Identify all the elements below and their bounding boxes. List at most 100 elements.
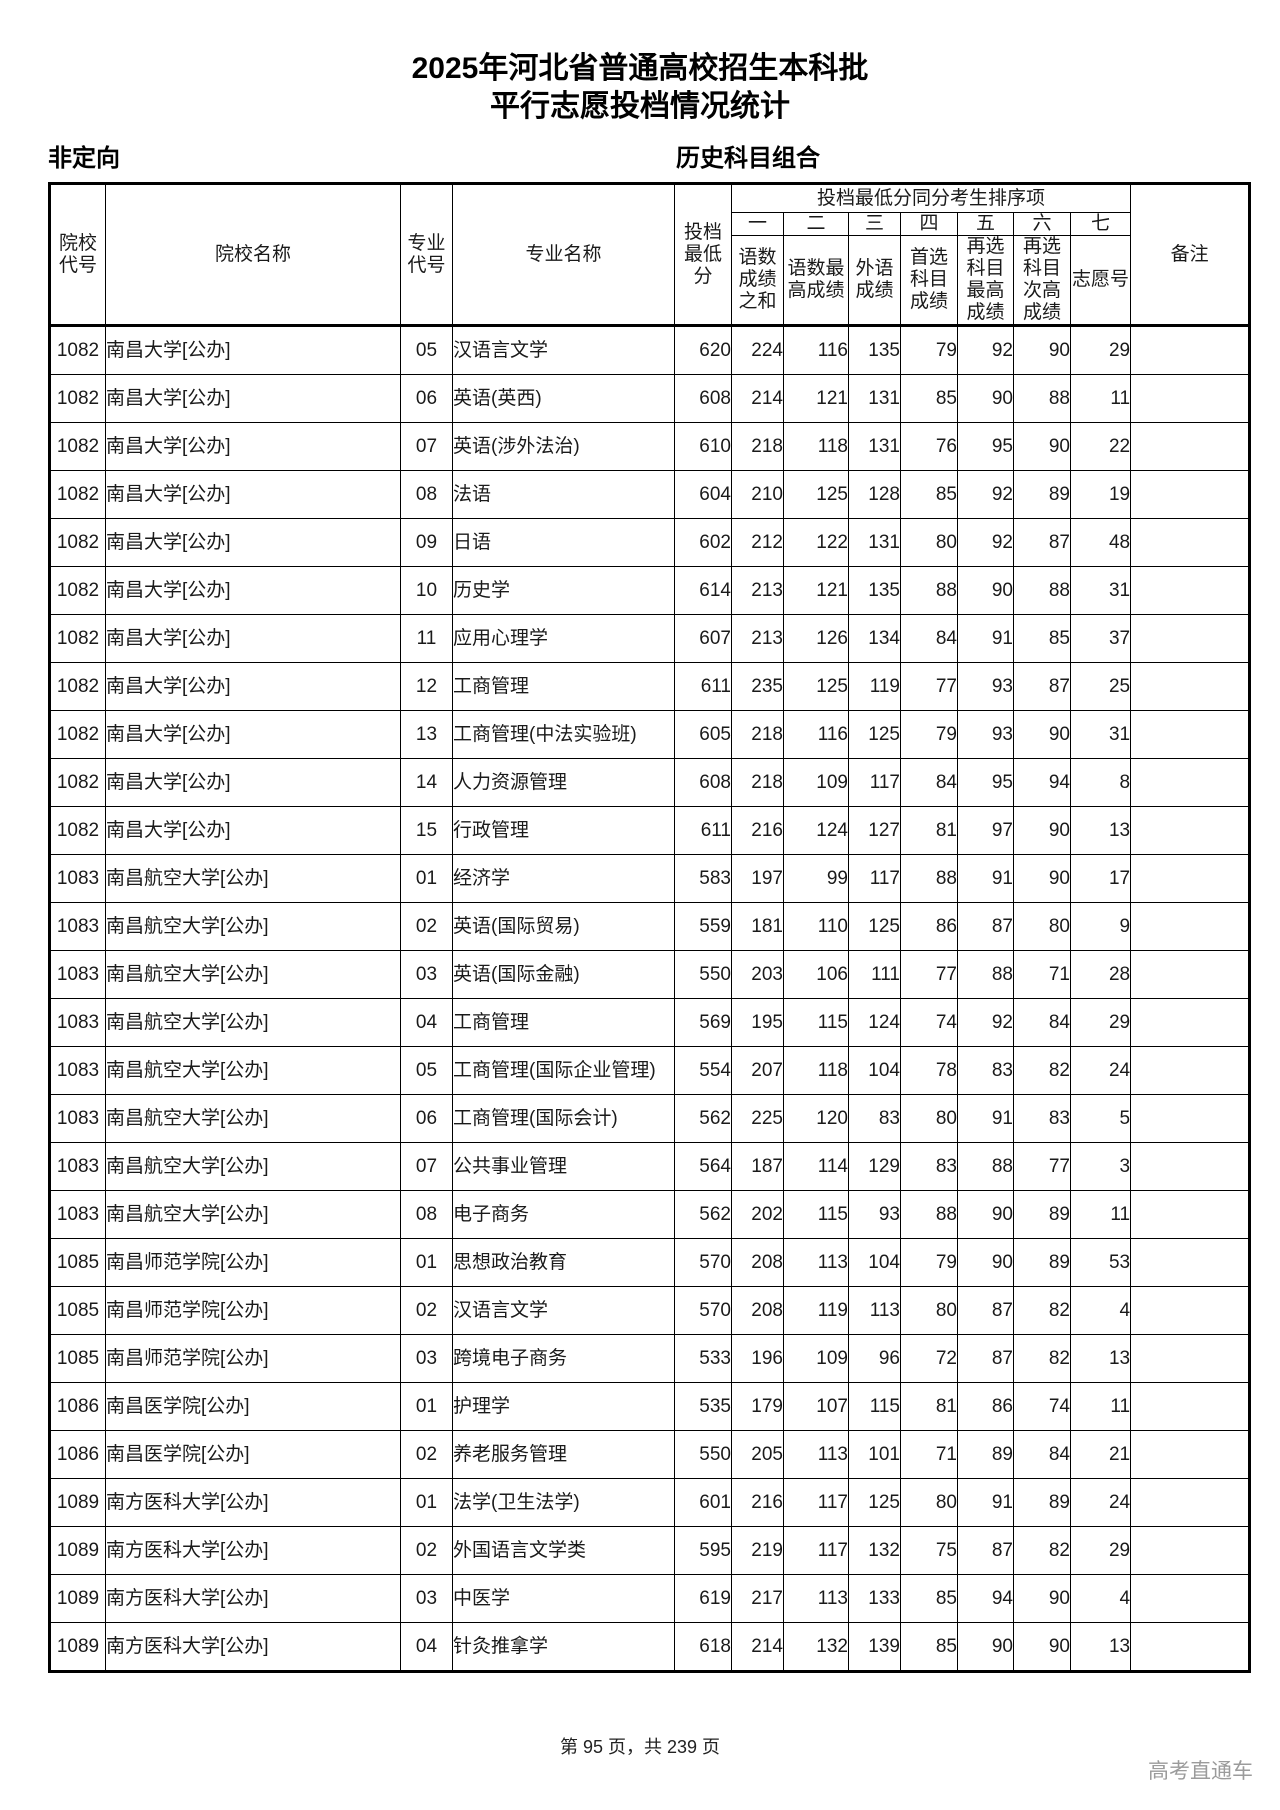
tiebreak-4-cell: 77	[900, 950, 958, 999]
tiebreak-3-cell: 93	[848, 1190, 901, 1239]
tiebreak-5-cell: 87	[957, 1526, 1014, 1575]
tiebreak-7-cell: 37	[1069, 614, 1132, 663]
tiebreak-3-cell: 119	[848, 662, 901, 711]
college-name-cell: 南昌航空大学[公办]	[105, 1046, 401, 1095]
header-tiebreak-num-2: 二	[783, 212, 849, 236]
header-major-name: 专业名称	[452, 183, 675, 326]
college-name-cell: 南昌大学[公办]	[105, 710, 401, 759]
college-code-cell: 1085	[49, 1334, 106, 1383]
tiebreak-5-cell: 91	[957, 614, 1014, 663]
major-name-cell: 思想政治教育	[452, 1238, 675, 1287]
remark-cell	[1130, 1430, 1251, 1479]
tiebreak-7-cell: 24	[1069, 1046, 1132, 1095]
remark-cell	[1130, 518, 1251, 567]
tiebreak-2-cell: 118	[783, 1046, 849, 1095]
college-code-cell: 1086	[49, 1430, 106, 1479]
tiebreak-1-cell: 218	[731, 422, 784, 471]
major-name-cell: 工商管理(国际企业管理)	[452, 1046, 675, 1095]
remark-cell	[1130, 1238, 1251, 1287]
tiebreak-3-cell: 117	[848, 854, 901, 903]
major-code-cell: 02	[400, 902, 453, 951]
tiebreak-7-cell: 28	[1069, 950, 1132, 999]
page-number: 第 95 页，共 239 页	[559, 1737, 721, 1757]
college-code-cell: 1083	[49, 1046, 106, 1095]
header-tiebreak-group: 投档最低分同分考生排序项	[730, 183, 1132, 213]
tiebreak-6-cell: 77	[1013, 1142, 1071, 1191]
tiebreak-3-cell: 125	[848, 1478, 901, 1527]
college-code-cell: 1083	[49, 854, 106, 903]
remark-cell	[1130, 854, 1251, 903]
major-code-cell: 07	[400, 422, 453, 471]
tiebreak-2-cell: 117	[783, 1526, 849, 1575]
table-row: 1083 南昌航空大学[公办] 06 工商管理(国际会计) 562 225 120 83 80 9…	[49, 1094, 1251, 1143]
college-name-cell: 南昌大学[公办]	[105, 614, 401, 663]
min-score-cell: 608	[674, 374, 732, 423]
tiebreak-3-cell: 111	[848, 950, 901, 999]
table-row: 1085 南昌师范学院[公办] 02 汉语言文学 570 208 119 113 80 87 82 4	[49, 1286, 1251, 1335]
college-code-cell: 1089	[49, 1574, 106, 1623]
tiebreak-2-cell: 113	[783, 1238, 849, 1287]
table-row: 1082 南昌大学[公办] 06 英语(英西) 608 214 121 131 85 90 88 11	[49, 374, 1251, 423]
remark-cell	[1130, 998, 1251, 1047]
major-code-cell: 02	[400, 1526, 453, 1575]
tiebreak-4-cell: 72	[900, 1334, 958, 1383]
college-code-cell: 1086	[49, 1382, 106, 1431]
tiebreak-7-cell: 9	[1069, 902, 1132, 951]
tiebreak-4-cell: 80	[900, 1286, 958, 1335]
remark-cell	[1130, 1286, 1251, 1335]
tiebreak-6-cell: 88	[1013, 566, 1071, 615]
college-name-cell: 南昌医学院[公办]	[105, 1382, 401, 1431]
tiebreak-4-cell: 81	[900, 1382, 958, 1431]
tiebreak-4-cell: 84	[900, 614, 958, 663]
college-code-cell: 1082	[49, 566, 106, 615]
major-name-cell: 工商管理(国际会计)	[452, 1094, 675, 1143]
major-name-cell: 针灸推拿学	[452, 1622, 675, 1672]
tiebreak-1-cell: 179	[731, 1382, 784, 1431]
college-code-cell: 1089	[49, 1478, 106, 1527]
college-name-cell: 南昌航空大学[公办]	[105, 1190, 401, 1239]
tiebreak-5-cell: 91	[957, 854, 1014, 903]
tiebreak-6-cell: 89	[1013, 1478, 1071, 1527]
remark-cell	[1130, 374, 1251, 423]
table-row: 1082 南昌大学[公办] 07 英语(涉外法治) 610 218 118 131 76 95 90…	[49, 422, 1251, 471]
min-score-cell: 614	[674, 566, 732, 615]
min-score-cell: 535	[674, 1382, 732, 1431]
table-header: 院校代号 院校名称 专业代号 专业名称 投档最低分 投档最低分同分考生排序项 备…	[49, 183, 1251, 326]
remark-cell	[1130, 1142, 1251, 1191]
table-row: 1089 南方医科大学[公办] 02 外国语言文学类 595 219 117 132 75 87 8…	[49, 1526, 1251, 1575]
tiebreak-7-cell: 13	[1069, 1334, 1132, 1383]
major-code-cell: 12	[400, 662, 453, 711]
tiebreak-7-cell: 4	[1069, 1286, 1132, 1335]
tiebreak-6-cell: 84	[1013, 1430, 1071, 1479]
college-name-cell: 南昌大学[公办]	[105, 566, 401, 615]
tiebreak-6-cell: 90	[1013, 806, 1071, 855]
college-name-cell: 南昌大学[公办]	[105, 324, 401, 375]
remark-cell	[1130, 806, 1251, 855]
tiebreak-2-cell: 124	[783, 806, 849, 855]
header-tiebreak-label-7: 志愿号	[1069, 235, 1132, 326]
tiebreak-2-cell: 122	[783, 518, 849, 567]
tiebreak-6-cell: 84	[1013, 998, 1071, 1047]
table-row: 1083 南昌航空大学[公办] 01 经济学 583 197 99 117 88 91 90 17	[49, 854, 1251, 903]
table-row: 1083 南昌航空大学[公办] 03 英语(国际金融) 550 203 106 111 77 88…	[49, 950, 1251, 999]
header-tiebreak-label-2: 语数最高成绩	[783, 235, 849, 326]
watermark: 高考直通车	[1148, 1760, 1253, 1783]
remark-cell	[1130, 324, 1251, 375]
table-row: 1089 南方医科大学[公办] 04 针灸推拿学 618 214 132 139 85 90 90 1…	[49, 1622, 1251, 1672]
tiebreak-1-cell: 216	[731, 1478, 784, 1527]
min-score-cell: 570	[674, 1238, 732, 1287]
tiebreak-7-cell: 21	[1069, 1430, 1132, 1479]
major-code-cell: 06	[400, 374, 453, 423]
major-code-cell: 04	[400, 1622, 453, 1672]
tiebreak-5-cell: 90	[957, 1238, 1014, 1287]
table-row: 1082 南昌大学[公办] 12 工商管理 611 235 125 119 77 93 87 25	[49, 662, 1251, 711]
major-name-cell: 法语	[452, 470, 675, 519]
tiebreak-4-cell: 71	[900, 1430, 958, 1479]
college-code-cell: 1082	[49, 662, 106, 711]
tiebreak-2-cell: 126	[783, 614, 849, 663]
table-row: 1089 南方医科大学[公办] 03 中医学 619 217 113 133 85 94 90 4	[49, 1574, 1251, 1623]
tiebreak-6-cell: 90	[1013, 854, 1071, 903]
tiebreak-2-cell: 115	[783, 998, 849, 1047]
tiebreak-5-cell: 86	[957, 1382, 1014, 1431]
